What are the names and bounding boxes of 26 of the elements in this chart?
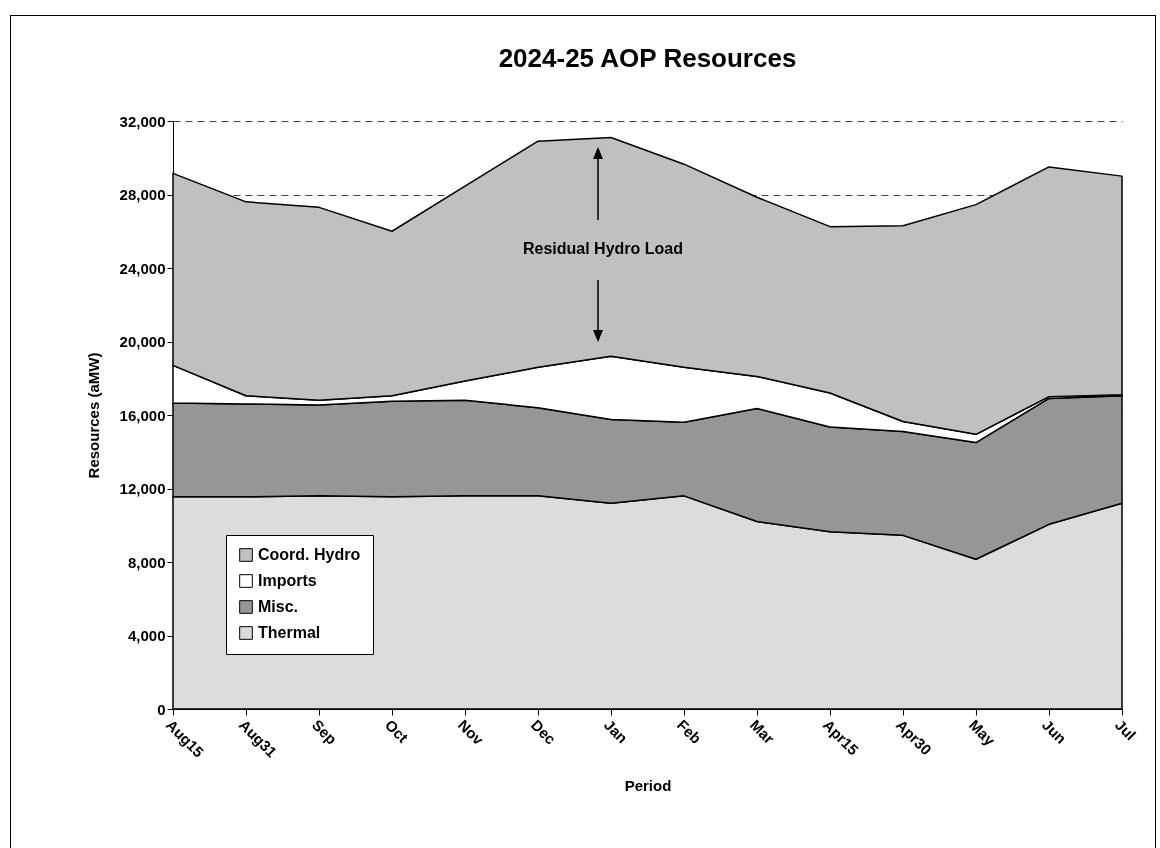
y-tick-label: 0 — [157, 700, 166, 718]
x-tick-label: Nov — [454, 716, 488, 749]
x-tick-label: Jun — [1038, 716, 1070, 747]
y-tick-label: 12,000 — [119, 480, 166, 497]
x-tick-label: Sep — [308, 716, 341, 748]
y-tick-label: 20,000 — [119, 333, 166, 350]
legend-label: Misc. — [258, 598, 299, 615]
y-tick-label: 16,000 — [119, 406, 166, 424]
y-tick-label: 28,000 — [119, 186, 166, 203]
y-tick-label: 8,000 — [127, 553, 166, 571]
x-axis-title: Period — [624, 776, 672, 794]
chart-title: 2024-25 AOP Resources — [498, 43, 797, 73]
y-tick-label: 24,000 — [119, 259, 166, 277]
x-tick-label: Dec — [527, 716, 560, 748]
y-tick-label: 4,000 — [127, 627, 166, 644]
legend-label: Coord. Hydro — [258, 546, 361, 563]
x-tick-label: Jul — [1111, 716, 1140, 744]
y-axis-title: Resources (aMW) — [84, 352, 102, 479]
annotation: Residual Hydro Load — [522, 240, 684, 258]
x-tick-label: Mar — [746, 716, 778, 748]
x-tick-label: Oct — [381, 716, 412, 746]
x-tick-label: Feb — [673, 716, 705, 747]
legend-label: Imports — [258, 572, 317, 589]
legend-label: Thermal — [258, 624, 321, 641]
x-tick-label: Jan — [600, 716, 632, 747]
y-tick-label: 32,000 — [119, 112, 166, 130]
